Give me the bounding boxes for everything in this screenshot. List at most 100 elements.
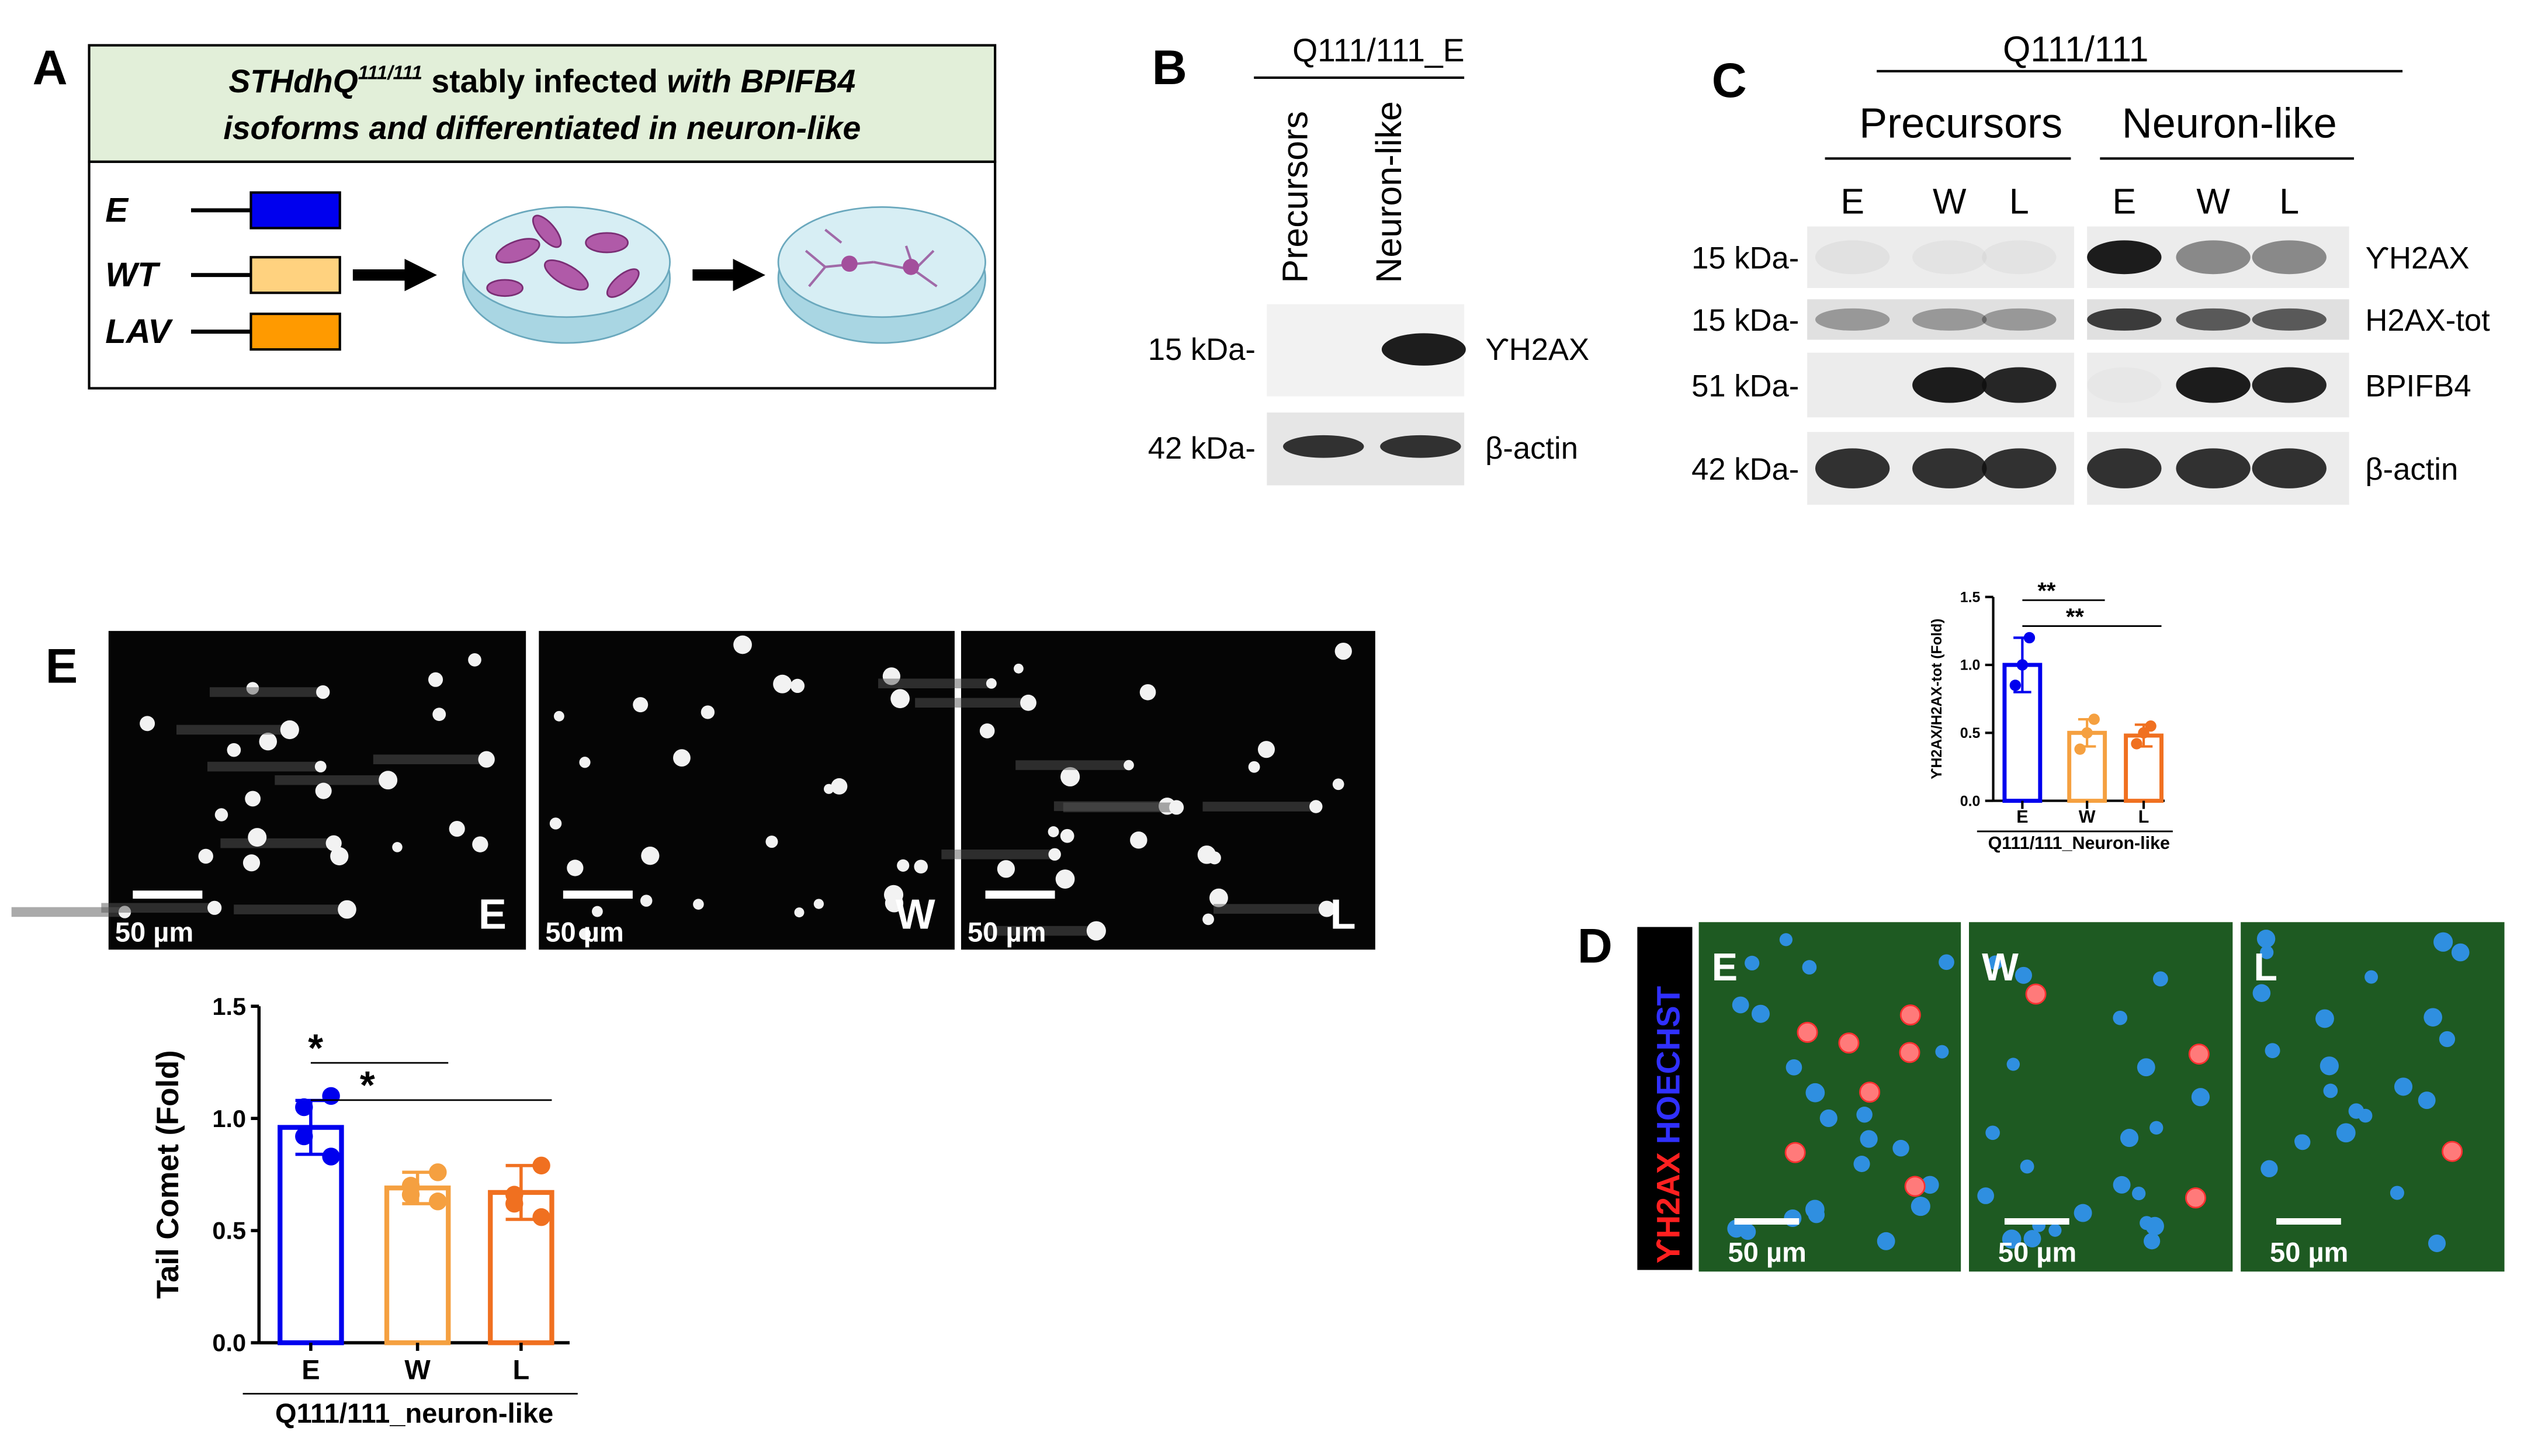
y-tick-label: 0.0 bbox=[212, 1329, 246, 1357]
data-point bbox=[2088, 713, 2100, 725]
nucleus bbox=[1197, 845, 1216, 864]
nucleus bbox=[986, 678, 997, 689]
gene: STHdhQ bbox=[228, 63, 358, 99]
chart-e: 0.0 0.5 1.0 1.5 E W L Q111/111_neuron-like Tail … bbox=[151, 993, 578, 1429]
nucleus bbox=[1808, 1207, 1825, 1223]
data-point bbox=[505, 1194, 523, 1213]
nucleus bbox=[2113, 1176, 2131, 1194]
nucleus bbox=[472, 836, 488, 852]
group-label: Precursors bbox=[1859, 100, 2062, 147]
data-point bbox=[295, 1098, 313, 1117]
stain: ϒH2AX bbox=[1650, 1152, 1686, 1263]
band bbox=[1381, 333, 1466, 366]
yh2ax-nucleus bbox=[2188, 1044, 2210, 1065]
nucleus bbox=[813, 899, 824, 909]
nucleus bbox=[824, 784, 834, 794]
blot-c: Precursors Neuron-like E W L E W L 15 kDa- ϒH2AX 1… bbox=[1691, 100, 2490, 505]
lane-label: E bbox=[1840, 181, 1864, 221]
nucleus bbox=[2015, 966, 2033, 984]
yh2ax-nucleus bbox=[1899, 1042, 1920, 1063]
nucleus bbox=[1086, 921, 1106, 941]
significance: * bbox=[360, 1064, 375, 1107]
data-point bbox=[2074, 743, 2086, 755]
x-tick-label: W bbox=[2079, 807, 2096, 827]
nucleus bbox=[315, 782, 332, 799]
image-label: W bbox=[1982, 946, 2019, 989]
comet-images: 50 µm E 50 µm W 50 µm L bbox=[11, 630, 1375, 950]
nucleus bbox=[1988, 955, 2003, 970]
nucleus bbox=[207, 900, 222, 915]
bar bbox=[384, 1185, 451, 1346]
scale-label: 50 µm bbox=[2270, 1237, 2348, 1268]
nucleus bbox=[1209, 888, 1228, 907]
data-point bbox=[295, 1127, 313, 1146]
nucleus bbox=[1334, 642, 1352, 660]
panel-label: E bbox=[46, 639, 78, 693]
nucleus bbox=[2451, 943, 2470, 962]
nucleus bbox=[1139, 684, 1156, 701]
nucleus bbox=[1055, 869, 1075, 889]
nucleus bbox=[890, 689, 910, 709]
title-text: stably infected bbox=[422, 63, 667, 99]
nucleus bbox=[2137, 1058, 2155, 1077]
nucleus bbox=[641, 847, 660, 865]
blot-header: Q111/111 bbox=[2003, 29, 2148, 69]
nucleus bbox=[198, 848, 213, 864]
nucleus bbox=[1860, 1130, 1878, 1148]
nucleus bbox=[1309, 800, 1323, 813]
nucleus bbox=[449, 820, 465, 837]
comet-tail bbox=[983, 925, 1097, 936]
nucleus bbox=[1911, 1197, 1930, 1216]
band bbox=[2087, 240, 2162, 275]
nucleus bbox=[432, 708, 446, 722]
data-point bbox=[322, 1148, 340, 1166]
data-point bbox=[2016, 659, 2029, 671]
nucleus bbox=[640, 895, 653, 907]
data-point bbox=[532, 1156, 550, 1175]
nucleus bbox=[567, 859, 584, 876]
construct-label: WT bbox=[105, 256, 161, 294]
nucleus bbox=[2336, 1123, 2356, 1143]
nucleus bbox=[2113, 1010, 2128, 1025]
nucleus bbox=[1060, 767, 1080, 787]
x-tick-label: L bbox=[512, 1354, 529, 1385]
x-tick-label: W bbox=[404, 1354, 431, 1385]
nucleus bbox=[1048, 848, 1061, 861]
nucleus bbox=[2145, 1216, 2164, 1236]
yh2ax-nucleus bbox=[1784, 1142, 1806, 1163]
comet-tail bbox=[101, 903, 215, 913]
lane-label: L bbox=[2279, 181, 2299, 221]
stain-legend-text: ϒH2AX HOECHST bbox=[1650, 986, 1686, 1264]
nucleus bbox=[2006, 1058, 2020, 1071]
data-point bbox=[532, 1208, 550, 1226]
construct-label: LAV bbox=[105, 313, 173, 351]
nucleus bbox=[2433, 932, 2453, 952]
x-axis-label: Q111/111_Neuron-like bbox=[1988, 833, 2170, 853]
blot bbox=[1807, 226, 2074, 288]
protein: BPIFB4 bbox=[2365, 369, 2471, 403]
marker: 15 kDa- bbox=[1691, 303, 1799, 338]
data-point bbox=[2138, 727, 2149, 739]
band bbox=[2252, 448, 2327, 488]
significance: * bbox=[308, 1027, 323, 1070]
nucleus bbox=[338, 900, 356, 919]
nucleus bbox=[914, 859, 928, 874]
image-label: L bbox=[2253, 946, 2277, 989]
nucleus bbox=[140, 716, 155, 732]
x-tick-label: E bbox=[2016, 807, 2028, 827]
nucleus bbox=[1877, 1232, 1895, 1250]
comet-tail bbox=[915, 698, 1029, 708]
band bbox=[1982, 367, 2057, 403]
nucleus bbox=[794, 907, 805, 918]
yh2ax-nucleus bbox=[1904, 1176, 1926, 1197]
group-label: Neuron-like bbox=[2122, 100, 2337, 147]
data-point bbox=[2009, 680, 2022, 691]
nucleus bbox=[1819, 1109, 1837, 1127]
nucleus bbox=[831, 778, 848, 795]
nucleus bbox=[549, 817, 562, 830]
nucleus bbox=[1202, 913, 1214, 925]
band bbox=[1380, 435, 1461, 458]
nucleus bbox=[2294, 1134, 2311, 1150]
image-label: L bbox=[1330, 891, 1356, 938]
